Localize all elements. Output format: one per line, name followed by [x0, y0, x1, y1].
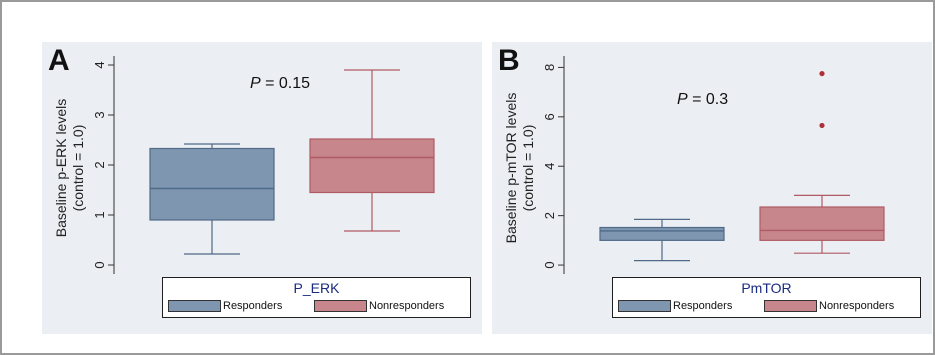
- box-plot-perk: 0 1 2 3 4: [92, 56, 435, 274]
- y-axis-label-b: Baseline p-mTOR levels (control = 1.0): [503, 68, 537, 268]
- legend-item-nonresponders: Nonresponders: [764, 299, 894, 313]
- box-responders: [599, 226, 725, 241]
- y-axis-label-line-1: Baseline p-ERK levels: [53, 98, 69, 238]
- legend-item-nonresponders: Nonresponders: [314, 299, 444, 313]
- outlier-point-nonresponders: [819, 70, 825, 77]
- legend-a: P_ERK Responders Nonresponders: [162, 277, 471, 318]
- panel-label-b: B: [498, 44, 520, 77]
- legend-title-b: PmTOR: [741, 280, 792, 296]
- legend-label-nonresponders: Nonresponders: [369, 300, 445, 312]
- legend-title-a: P_ERK: [293, 280, 340, 296]
- legend-swatch-nonresponders: [764, 300, 817, 312]
- y-tick-label: 0: [542, 261, 557, 268]
- panel-b: 0 2 4 6 8 B Baseline p-mTOR levels (control …: [492, 42, 932, 334]
- y-axis-label-line-1: Baseline p-mTOR levels: [503, 92, 519, 244]
- legend-swatch-responders: [168, 300, 221, 312]
- y-tick-label: 4: [542, 163, 557, 170]
- box-nonresponders: [759, 206, 885, 241]
- legend-label-responders: Responders: [673, 300, 733, 312]
- legend-swatch-responders: [618, 300, 671, 312]
- y-tick-label: 2: [542, 212, 557, 219]
- y-axis-label-line-2: (control = 1.0): [70, 124, 86, 212]
- box-nonresponders: [309, 138, 435, 194]
- y-axis-label-a: Baseline p-ERK levels (control = 1.0): [53, 68, 87, 268]
- y-tick-label: 2: [92, 161, 107, 168]
- y-tick-label: 6: [542, 113, 557, 120]
- legend-item-responders: Responders: [168, 299, 282, 313]
- legend-b: PmTOR Responders Nonresponders: [612, 277, 921, 318]
- y-tick-label: 8: [542, 64, 557, 71]
- panel-a: 0 1 2 3 4 A Baseline p-ERK levels (control =…: [42, 42, 482, 334]
- legend-label-nonresponders: Nonresponders: [819, 300, 895, 312]
- box-plot-pmtor: 0 2 4 6 8: [542, 56, 885, 274]
- panel-label-a: A: [48, 44, 70, 77]
- box-responders: [149, 147, 275, 221]
- legend-item-responders: Responders: [618, 299, 732, 313]
- y-tick-label: 4: [92, 61, 107, 68]
- outlier-point-nonresponders: [819, 122, 825, 129]
- p-value-annotation-b: P = 0.3: [677, 91, 729, 108]
- legend-label-responders: Responders: [223, 300, 283, 312]
- y-tick-label: 0: [92, 261, 107, 268]
- p-value-annotation-a: P = 0.15: [250, 75, 311, 92]
- y-tick-label: 1: [92, 211, 107, 218]
- y-axis-label-line-2: (control = 1.0): [520, 124, 536, 212]
- y-tick-label: 3: [92, 111, 107, 118]
- legend-swatch-nonresponders: [314, 300, 367, 312]
